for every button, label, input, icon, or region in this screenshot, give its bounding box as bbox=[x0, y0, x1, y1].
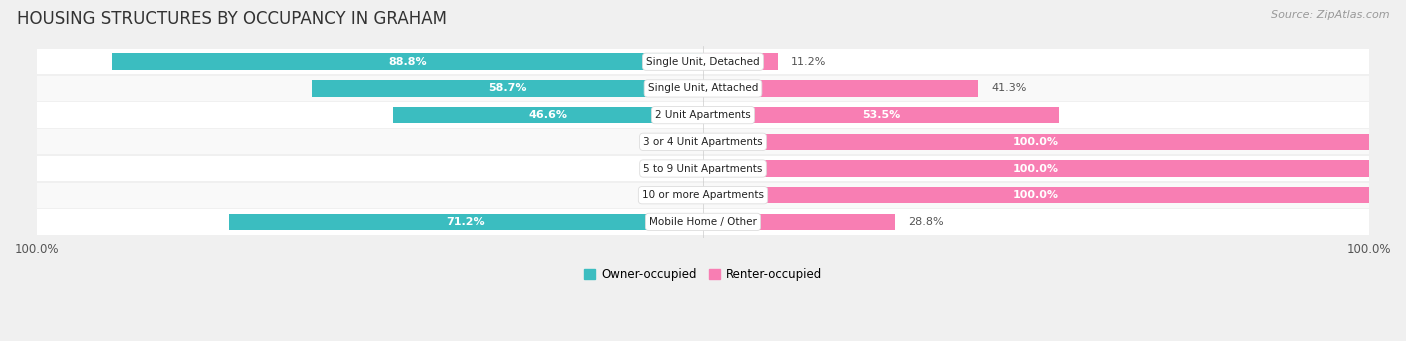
Text: 58.7%: 58.7% bbox=[488, 84, 527, 93]
Text: 46.6%: 46.6% bbox=[529, 110, 568, 120]
Text: HOUSING STRUCTURES BY OCCUPANCY IN GRAHAM: HOUSING STRUCTURES BY OCCUPANCY IN GRAHA… bbox=[17, 10, 447, 28]
Text: 11.2%: 11.2% bbox=[792, 57, 827, 67]
Text: 41.3%: 41.3% bbox=[991, 84, 1026, 93]
Text: Mobile Home / Other: Mobile Home / Other bbox=[650, 217, 756, 227]
Bar bbox=[37, 129, 1369, 154]
Bar bbox=[703, 187, 1369, 204]
Text: 53.5%: 53.5% bbox=[862, 110, 900, 120]
Bar bbox=[112, 54, 703, 70]
Text: 100.0%: 100.0% bbox=[1012, 163, 1059, 174]
Bar bbox=[703, 160, 1369, 177]
Bar bbox=[703, 80, 979, 97]
Bar bbox=[37, 76, 1369, 101]
Text: 3 or 4 Unit Apartments: 3 or 4 Unit Apartments bbox=[643, 137, 763, 147]
Text: 100.0%: 100.0% bbox=[1012, 190, 1059, 200]
Bar bbox=[703, 107, 1059, 123]
Bar bbox=[683, 134, 703, 150]
Bar bbox=[37, 209, 1369, 235]
Text: 28.8%: 28.8% bbox=[908, 217, 943, 227]
Legend: Owner-occupied, Renter-occupied: Owner-occupied, Renter-occupied bbox=[579, 263, 827, 286]
Bar bbox=[229, 213, 703, 230]
Text: 0.0%: 0.0% bbox=[661, 190, 690, 200]
Bar bbox=[37, 49, 1369, 74]
Text: Single Unit, Attached: Single Unit, Attached bbox=[648, 84, 758, 93]
Bar bbox=[392, 107, 703, 123]
Bar bbox=[703, 213, 894, 230]
Bar bbox=[37, 156, 1369, 181]
Bar bbox=[683, 160, 703, 177]
Bar bbox=[703, 54, 778, 70]
Text: 100.0%: 100.0% bbox=[1012, 137, 1059, 147]
Text: 2 Unit Apartments: 2 Unit Apartments bbox=[655, 110, 751, 120]
Text: 5 to 9 Unit Apartments: 5 to 9 Unit Apartments bbox=[644, 163, 762, 174]
Bar bbox=[37, 182, 1369, 208]
Text: Source: ZipAtlas.com: Source: ZipAtlas.com bbox=[1271, 10, 1389, 20]
Bar bbox=[37, 102, 1369, 128]
Bar bbox=[703, 134, 1369, 150]
Text: 0.0%: 0.0% bbox=[661, 163, 690, 174]
Bar bbox=[683, 187, 703, 204]
Text: 10 or more Apartments: 10 or more Apartments bbox=[643, 190, 763, 200]
Text: 0.0%: 0.0% bbox=[661, 137, 690, 147]
Text: Single Unit, Detached: Single Unit, Detached bbox=[647, 57, 759, 67]
Text: 88.8%: 88.8% bbox=[388, 57, 426, 67]
Text: 71.2%: 71.2% bbox=[447, 217, 485, 227]
Bar bbox=[312, 80, 703, 97]
